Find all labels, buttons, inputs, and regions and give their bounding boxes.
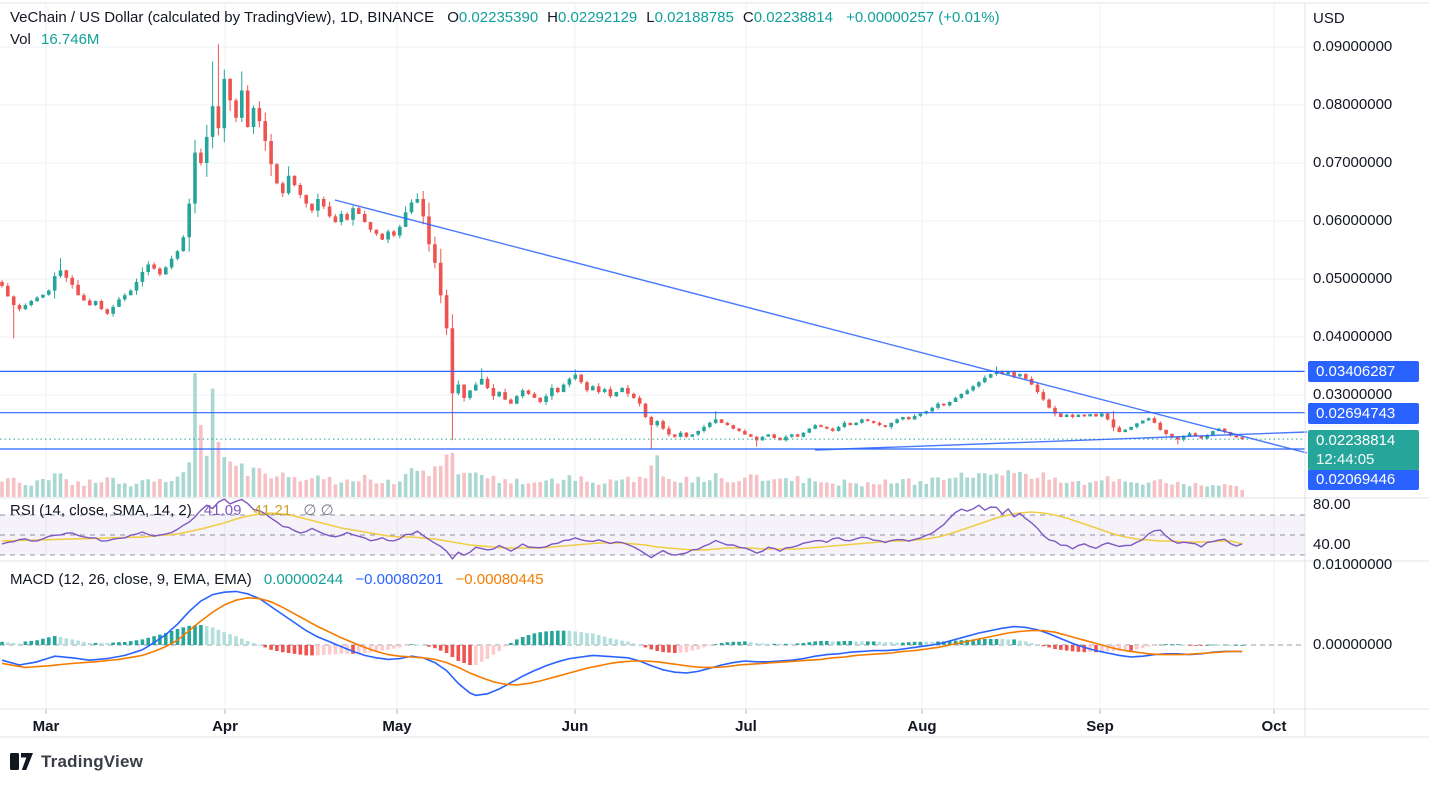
rsi-tick-label: 40.00 <box>1313 536 1351 553</box>
ohlc-key: H <box>547 9 559 26</box>
volume-value: 16.746M <box>41 31 100 48</box>
rsi-name: RSI (14, close, SMA, 14, 2) <box>10 502 192 519</box>
macd-signal-value: −0.00080445 <box>455 571 544 588</box>
tradingview-logo[interactable]: TradingView <box>10 752 143 772</box>
macd-study-label[interactable]: MACD (12, 26, close, 9, EMA, EMA) 0.0000… <box>10 571 544 588</box>
month-label-jul: Jul <box>735 718 757 735</box>
price-tick-label: 0.04000000 <box>1313 328 1393 345</box>
month-label-oct: Oct <box>1261 718 1287 735</box>
ohlc-key: L <box>646 9 655 26</box>
chart-header: VeChain / US Dollar (calculated by Tradi… <box>10 9 1000 26</box>
volume-label: Vol <box>10 31 31 48</box>
currency-label: USD <box>1313 10 1345 27</box>
macd-hist-value: 0.00000244 <box>263 571 344 588</box>
ohlc-values: O0.02235390 H0.02292129 L0.02188785 C0.0223… <box>438 9 833 26</box>
price-level-label: 0.02069446 <box>1308 468 1419 490</box>
tradingview-logo-text: TradingView <box>41 752 144 771</box>
month-label-mar: Mar <box>32 718 60 735</box>
price-tick-label: 0.06000000 <box>1313 212 1393 229</box>
macd-tick-label: 0.01000000 <box>1313 556 1393 573</box>
ohlc-key: C <box>742 9 754 26</box>
ohlc-key: O <box>447 9 459 26</box>
price-tick-label: 0.05000000 <box>1313 270 1393 287</box>
current-price-label: 0.02238814 12:44:05 <box>1308 430 1419 471</box>
ohlc-value: 0.02235390 <box>458 9 539 26</box>
price-tick-label: 0.08000000 <box>1313 96 1393 113</box>
macd-name: MACD (12, 26, close, 9, EMA, EMA) <box>10 571 252 588</box>
ohlc-value: 0.02188785 <box>654 9 734 26</box>
price-tick-label: 0.09000000 <box>1313 38 1393 55</box>
rsi-value-main: 41.09 <box>203 502 242 519</box>
month-label-may: May <box>382 718 412 735</box>
macd-line-value: −0.00080201 <box>355 571 444 588</box>
ohlc-value: 0.02238814 <box>753 9 833 26</box>
rsi-value-sma: 41.21 <box>253 502 292 519</box>
rsi-study-label[interactable]: RSI (14, close, SMA, 14, 2) 41.09 41.21 … <box>10 501 334 519</box>
tradingview-logo-icon <box>10 753 33 770</box>
current-price-time: 12:44:05 <box>1316 451 1375 469</box>
price-level-label: 0.03406287 <box>1308 361 1419 383</box>
rsi-tick-label: 80.00 <box>1313 496 1351 513</box>
price-level-label: 0.02694743 <box>1308 402 1419 424</box>
volume-row: Vol 16.746M <box>10 31 99 48</box>
month-label-apr: Apr <box>212 718 238 735</box>
price-tick-label: 0.03000000 <box>1313 386 1393 403</box>
current-price-value: 0.02238814 <box>1316 432 1396 450</box>
month-label-aug: Aug <box>907 718 937 735</box>
price-tick-label: 0.07000000 <box>1313 154 1393 171</box>
ohlc-value: 0.02292129 <box>558 9 638 26</box>
macd-tick-label: 0.00000000 <box>1313 636 1393 653</box>
change-value: +0.00000257 (+0.01%) <box>846 9 1000 26</box>
month-label-jun: Jun <box>561 718 589 735</box>
rsi-value-bands: ∅ ∅ <box>303 502 334 519</box>
month-label-sep: Sep <box>1086 718 1114 735</box>
symbol-title[interactable]: VeChain / US Dollar (calculated by Tradi… <box>10 9 435 26</box>
